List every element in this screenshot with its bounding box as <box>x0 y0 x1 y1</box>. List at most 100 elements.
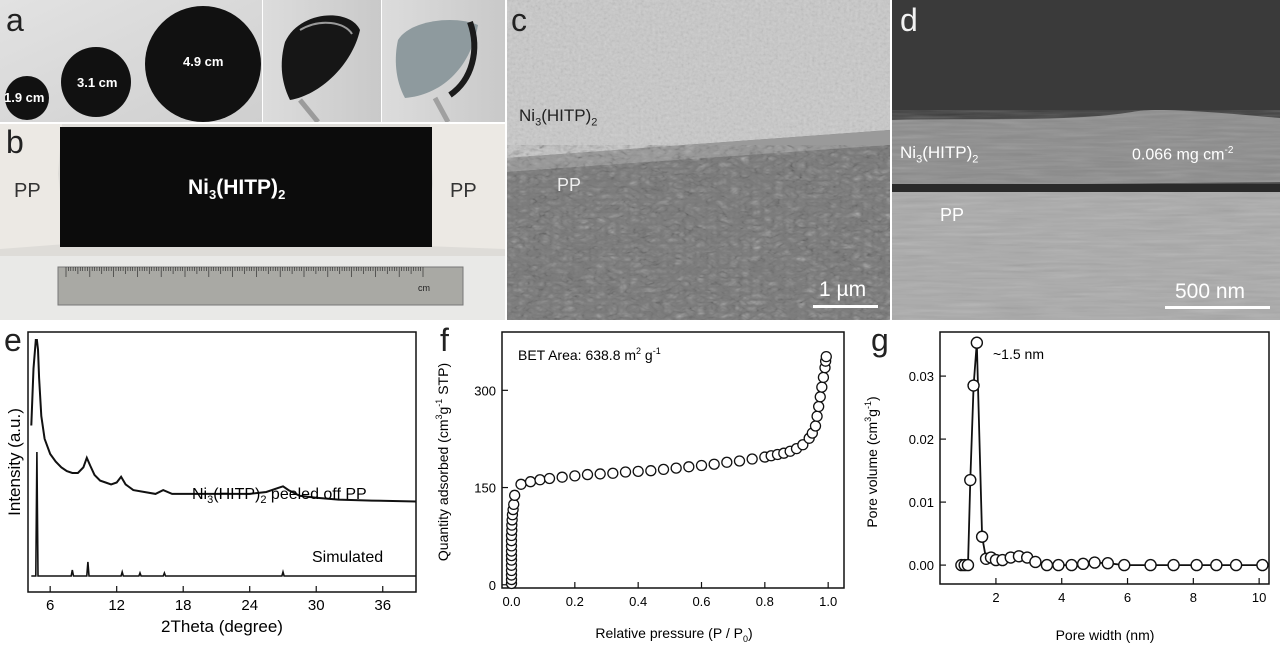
panel-d-sem: Ni3(HITP)2 0.066 mg cm-2 PP 500 nm d <box>892 0 1280 320</box>
isotherm-x-tick-label: 0.2 <box>566 594 584 609</box>
pore-xlabel: Pore width (nm) <box>1056 627 1155 643</box>
film-label: Ni3(HITP)2 <box>188 176 286 203</box>
pore-point <box>1029 555 1042 569</box>
scale-bar-c-label: 1 µm <box>819 278 867 301</box>
tweezers-1 <box>298 98 320 122</box>
disk-small-label: 1.9 cm <box>4 90 45 105</box>
pore-point <box>964 473 977 487</box>
pore-chart: 2 4 6 8 10 0.00 0.01 0.02 0.03 ~1.5 nm Pore widt… <box>863 331 1270 643</box>
bent-film-light <box>395 20 478 98</box>
panel-label-b: b <box>6 124 24 160</box>
isotherm-point <box>809 420 822 432</box>
isotherm-point <box>569 470 581 482</box>
pp-label-right: PP <box>450 180 477 202</box>
pore-point <box>1065 558 1078 572</box>
pore-y-tick-label: 0.00 <box>909 558 934 573</box>
panel-label-a: a <box>6 2 24 38</box>
pore-x-tick-label: 4 <box>1058 590 1065 605</box>
pore-point <box>1040 558 1054 572</box>
xrd-ylabel: Intensity (a.u.) <box>5 408 24 516</box>
panel-b-photo: 123456789101112131415 cm Ni3(HITP)2 PP P… <box>0 124 505 320</box>
pore-point <box>961 558 975 572</box>
pore-point <box>1088 556 1101 569</box>
isotherm-point <box>683 461 695 473</box>
isotherm-point <box>524 476 537 488</box>
pore-x-tick-label: 10 <box>1252 590 1266 605</box>
bent-film-dark <box>281 15 360 100</box>
isotherm-y-tick-label: 300 <box>474 383 496 398</box>
isotherm-x-tick-label: 1.0 <box>819 594 837 609</box>
isotherm-point <box>594 468 606 480</box>
panel-label-g: g <box>871 322 889 358</box>
sem-c-pp-label: PP <box>557 175 582 195</box>
isotherm-point <box>509 489 521 501</box>
xrd-series-simulated <box>31 451 416 577</box>
sem-d-pp-label: PP <box>940 205 965 225</box>
disk-large <box>145 6 261 122</box>
pore-annotation: ~1.5 nm <box>993 346 1044 362</box>
isotherm-x-tick-label: 0.8 <box>756 594 774 609</box>
pore-point <box>1210 558 1223 572</box>
isotherm-point <box>695 459 708 472</box>
xrd-chart: 6 12 18 24 30 36 2Theta (degree) Intensity (a… <box>5 331 417 636</box>
pore-point <box>1229 558 1243 572</box>
xrd-xlabel: 2Theta (degree) <box>161 617 283 636</box>
isotherm-point <box>670 462 682 474</box>
isotherm-x-tick-label: 0.6 <box>692 594 710 609</box>
pore-point <box>1144 558 1157 572</box>
panel-g-chart: 2 4 6 8 10 0.00 0.01 0.02 0.03 ~1.5 nm Pore widt… <box>855 322 1280 649</box>
ruler-unit: cm <box>418 283 430 293</box>
isotherm-xlabel: Relative pressure (P / P0) <box>595 625 752 644</box>
isotherm-point <box>556 471 568 483</box>
scale-bar-c <box>813 305 878 308</box>
isotherm-point <box>581 468 594 481</box>
disk-large-label: 4.9 cm <box>183 54 224 69</box>
isotherm-chart: 0.0 0.2 0.4 0.6 0.8 1.0 0 150 300 BET Area: 638.… <box>434 331 845 644</box>
tweezers-2 <box>432 96 451 122</box>
panel-c-image <box>507 0 890 320</box>
isotherm-point <box>814 391 826 403</box>
panel-label-f: f <box>440 322 449 358</box>
isotherm-point <box>733 455 746 467</box>
isotherm-point <box>543 472 556 485</box>
isotherm-x-tick-label: 0.4 <box>629 594 647 609</box>
panel-f-chart: 0.0 0.2 0.4 0.6 0.8 1.0 0 150 300 BET Area: 638.… <box>430 322 855 649</box>
isotherm-point <box>816 381 828 393</box>
isotherm-point <box>657 463 670 476</box>
panel-e-chart: 6 12 18 24 30 36 2Theta (degree) Intensity (a… <box>0 322 430 649</box>
pore-point <box>1167 558 1180 572</box>
pp-label-left: PP <box>14 180 41 202</box>
xrd-x-tick-label: 36 <box>374 597 391 614</box>
isotherm-point <box>811 410 823 422</box>
pore-x-tick-label: 8 <box>1190 590 1197 605</box>
panel-label-c: c <box>511 2 527 38</box>
isotherm-point <box>515 478 527 490</box>
xrd-x-tick-label: 12 <box>108 597 125 614</box>
isotherm-point <box>632 465 644 477</box>
ruler <box>57 266 464 306</box>
pore-point <box>970 336 984 349</box>
xrd-plot-frame <box>27 331 417 593</box>
isotherm-point <box>820 350 832 363</box>
pore-y-tick-label: 0.01 <box>909 495 934 510</box>
isotherm-plot-frame <box>501 331 845 589</box>
xrd-x-tick-label: 24 <box>241 597 258 614</box>
isotherm-ylabel: Quantity adsorbed (cm3g-1 STP) <box>434 363 451 561</box>
pore-x-tick-label: 6 <box>1124 590 1131 605</box>
panel-b-image <box>0 124 505 320</box>
pore-point <box>967 379 980 392</box>
sem-c-top-label: Ni3(HITP)2 <box>519 106 598 129</box>
isotherm-point <box>607 467 619 479</box>
isotherm-point <box>721 456 733 468</box>
pore-point <box>1076 557 1090 571</box>
sem-d-top-label: Ni3(HITP)2 <box>900 143 979 166</box>
pore-x-tick-label: 2 <box>992 590 999 605</box>
xrd-x-tick-label: 18 <box>175 597 192 614</box>
xrd-x-tick-label: 6 <box>46 597 54 614</box>
disk-small <box>5 76 49 120</box>
series-label-peeled: Ni3(HITP)2 peeled off PP <box>192 486 367 506</box>
pore-y-tick-label: 0.02 <box>909 432 934 447</box>
panel-a-image <box>0 0 505 122</box>
bet-annotation: BET Area: 638.8 m2 g-1 <box>518 346 661 363</box>
isotherm-y-tick-label: 0 <box>489 578 496 593</box>
